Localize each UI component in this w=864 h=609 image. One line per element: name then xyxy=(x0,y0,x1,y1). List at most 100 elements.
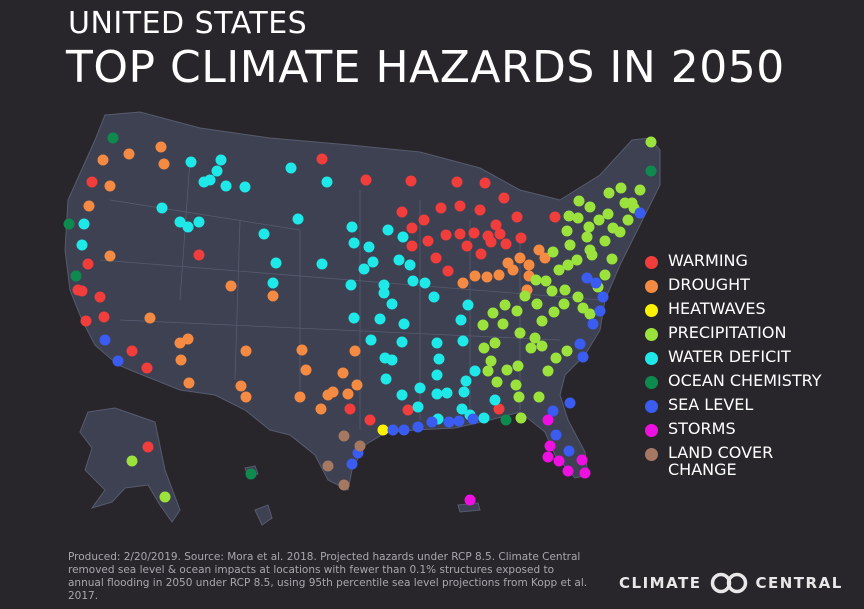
hazard-dot-water-deficit xyxy=(462,299,474,311)
hazard-dot-warming xyxy=(405,175,417,187)
hazard-dot-sea-level xyxy=(387,424,399,436)
hazard-dot-water-deficit xyxy=(382,224,394,236)
hazard-dot-precipitation xyxy=(581,231,593,243)
hazard-dot-warming xyxy=(406,222,418,234)
legend-label-sea-level: SEA LEVEL xyxy=(668,395,754,414)
hazard-dot-sea-level xyxy=(547,405,559,417)
hazard-dot-water-deficit xyxy=(367,256,379,268)
hazard-dot-warming xyxy=(316,153,328,165)
hazard-dot-sea-level xyxy=(597,291,609,303)
hazard-dot-drought xyxy=(155,141,167,153)
hazard-dot-drought xyxy=(104,180,116,192)
hazard-dot-precipitation xyxy=(515,412,527,424)
hazard-dot-precipitation xyxy=(572,212,584,224)
hazard-dot-water-deficit xyxy=(267,277,279,289)
hazard-dot-ocean-chemistry xyxy=(63,218,75,230)
hazard-dot-heatwaves xyxy=(377,424,389,436)
hazard-dot-drought xyxy=(349,345,361,357)
hazard-dot-drought xyxy=(294,391,306,403)
hazard-dot-warming xyxy=(98,311,110,323)
legend-swatch-sea-level xyxy=(645,400,658,413)
legend-swatch-drought xyxy=(645,280,658,293)
hazard-dot-drought xyxy=(225,280,237,292)
hazard-dot-precipitation xyxy=(530,274,542,286)
hazard-dot-sea-level xyxy=(577,351,589,363)
legend-item-water-deficit: WATER DEFICIT xyxy=(645,348,860,365)
hazard-dot-precipitation xyxy=(482,365,494,377)
legend-swatch-storms xyxy=(645,424,658,437)
hazard-dot-warming xyxy=(454,200,466,212)
hazard-dot-water-deficit xyxy=(346,221,358,233)
hazard-dot-precipitation xyxy=(573,195,585,207)
hazard-dot-drought xyxy=(539,252,551,264)
legend-swatch-heatwaves xyxy=(645,304,658,317)
hazard-dot-drought xyxy=(296,344,308,356)
hazard-dot-water-deficit xyxy=(458,386,470,398)
hazard-dot-warming xyxy=(344,403,356,415)
hazard-dot-precipitation xyxy=(553,264,565,276)
hazard-dot-precipitation xyxy=(542,365,554,377)
hazard-dot-warming xyxy=(498,192,510,204)
hazard-dot-precipitation xyxy=(491,376,503,388)
hazard-dot-water-deficit xyxy=(215,154,227,166)
hazard-dot-warming xyxy=(94,291,106,303)
hazard-dot-warming xyxy=(364,414,376,426)
hazard-dot-precipitation xyxy=(602,208,614,220)
hazard-dot-precipitation xyxy=(478,342,490,354)
hazard-dot-precipitation xyxy=(540,275,552,287)
hazard-dot-precipitation xyxy=(614,226,626,238)
hazard-dot-precipitation xyxy=(586,249,598,261)
legend-item-sea-level: SEA LEVEL xyxy=(645,396,860,413)
hazard-dot-warming xyxy=(549,211,561,223)
hazard-dot-precipitation xyxy=(571,254,583,266)
hazard-dot-water-deficit xyxy=(433,353,445,365)
legend-swatch-water-deficit xyxy=(645,352,658,365)
legend-label-precipitation: PRECIPITATION xyxy=(668,323,787,342)
hazard-dot-sea-level xyxy=(398,424,410,436)
hazard-dot-precipitation xyxy=(561,225,573,237)
hazard-dot-warming xyxy=(493,403,505,415)
hazard-dot-drought xyxy=(507,264,519,276)
hazard-dot-water-deficit xyxy=(396,389,408,401)
legend-item-warming: WARMING xyxy=(645,252,860,269)
hazard-dot-precipitation xyxy=(550,352,562,364)
hazard-dot-drought xyxy=(83,200,95,212)
hazard-dot-drought xyxy=(123,148,135,160)
legend-label-water-deficit: WATER DEFICIT xyxy=(668,347,791,366)
hazard-dot-water-deficit xyxy=(456,403,468,415)
hazard-dot-precipitation xyxy=(562,259,574,271)
hazard-dot-water-deficit xyxy=(348,237,360,249)
legend-label-storms: STORMS xyxy=(668,419,736,438)
hazard-dot-warming xyxy=(126,345,138,357)
hazard-dot-precipitation xyxy=(519,290,531,302)
hazard-dot-precipitation xyxy=(536,340,548,352)
hazard-dot-water-deficit xyxy=(182,221,194,233)
legend-label-ocean-chemistry: OCEAN CHEMISTRY xyxy=(668,371,822,390)
hazard-dot-water-deficit xyxy=(393,254,405,266)
hazard-dot-water-deficit xyxy=(220,180,232,192)
hazard-dot-water-deficit xyxy=(469,365,481,377)
legend-swatch-ocean-chemistry xyxy=(645,376,658,389)
hazard-dot-precipitation xyxy=(645,136,657,148)
hazard-dot-precipitation xyxy=(513,391,525,403)
hazard-dot-water-deficit xyxy=(292,213,304,225)
hazard-dot-sea-level xyxy=(550,429,562,441)
hazard-dot-water-deficit xyxy=(404,259,416,271)
hazard-dot-sea-level xyxy=(467,413,479,425)
hazard-dot-water-deficit xyxy=(211,165,223,177)
hazard-dot-water-deficit xyxy=(204,174,216,186)
interlocking-rings-icon xyxy=(710,572,747,594)
hazard-dot-water-deficit xyxy=(316,258,328,270)
legend-label-heatwaves: HEATWAVES xyxy=(668,299,766,318)
hazard-dot-precipitation xyxy=(606,253,618,265)
hazard-dot-precipitation xyxy=(501,364,513,376)
hazard-dot-warming xyxy=(440,229,452,241)
hazard-dot-sea-level xyxy=(634,207,646,219)
hazard-dot-water-deficit xyxy=(407,275,419,287)
hazard-dot-storms xyxy=(464,494,476,506)
hazard-dot-warming xyxy=(485,236,497,248)
hazard-dot-precipitation xyxy=(634,184,646,196)
hazard-dot-water-deficit xyxy=(398,318,410,330)
legend-swatch-warming xyxy=(645,256,658,269)
